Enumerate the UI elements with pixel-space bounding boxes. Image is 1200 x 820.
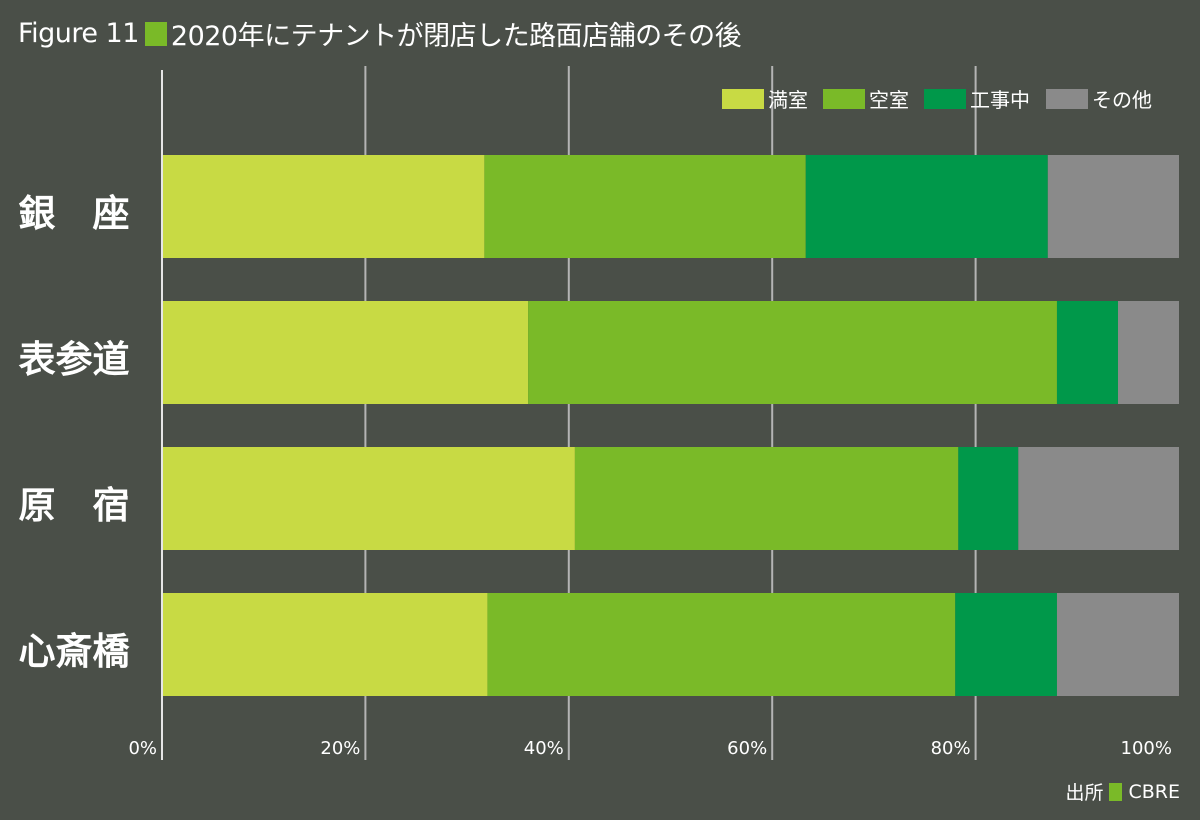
legend-label: 空室 <box>869 88 909 112</box>
bar-segment <box>1117 301 1179 404</box>
legend-item: 満室 <box>722 84 808 113</box>
x-tick-label: 0% <box>128 738 157 759</box>
bar-segment <box>955 593 1057 696</box>
x-tick-label: 40% <box>523 738 564 759</box>
legend-label: 工事中 <box>970 88 1030 112</box>
bar-segment <box>1047 155 1179 258</box>
bar-segment <box>162 593 488 696</box>
bar-segment <box>162 155 485 258</box>
legend-item: 工事中 <box>924 84 1030 113</box>
chart-title: Figure 11 2020年にテナントが閉店した路面店舗のその後 <box>18 14 742 53</box>
category-label: 銀 座 <box>18 191 130 235</box>
bar-segment <box>1056 593 1179 696</box>
x-tick-label: 80% <box>930 738 971 759</box>
bar-segment <box>574 447 959 550</box>
legend-swatch <box>823 88 865 109</box>
title-text: 2020年にテナントが閉店した路面店舗のその後 <box>170 21 742 52</box>
bar-segment <box>162 301 529 404</box>
x-tick-label: 20% <box>320 738 361 759</box>
bar-segment <box>528 301 1057 404</box>
legend-item: 空室 <box>823 84 909 113</box>
title-square-icon <box>144 21 167 46</box>
bar-segment <box>484 155 806 258</box>
legend-label: その他 <box>1092 88 1152 112</box>
legend-swatch <box>1046 88 1088 109</box>
source-value: CBRE <box>1128 780 1180 803</box>
legend-label: 満室 <box>768 88 808 112</box>
bars <box>162 155 1179 696</box>
bar-segment <box>162 447 575 550</box>
category-label: 表参道 <box>18 337 130 381</box>
category-label: 原 宿 <box>18 483 130 527</box>
bar-segment <box>487 593 956 696</box>
bar-segment <box>958 447 1019 550</box>
legend-item: その他 <box>1046 84 1152 113</box>
source-label: 出所 <box>1065 782 1104 804</box>
legend-swatch <box>722 88 764 109</box>
bar-segment <box>805 155 1048 258</box>
source-square-icon <box>1109 782 1123 801</box>
category-label: 心斎橋 <box>18 629 130 673</box>
x-tick-label: 100% <box>1120 738 1172 759</box>
bar-segment <box>1056 301 1118 404</box>
source-note: 出所 CBRE <box>1065 778 1180 805</box>
x-tick-label: 60% <box>727 738 768 759</box>
bar-segment <box>1018 447 1179 550</box>
legend-swatch <box>924 88 966 109</box>
figure-label: Figure 11 <box>18 18 139 49</box>
